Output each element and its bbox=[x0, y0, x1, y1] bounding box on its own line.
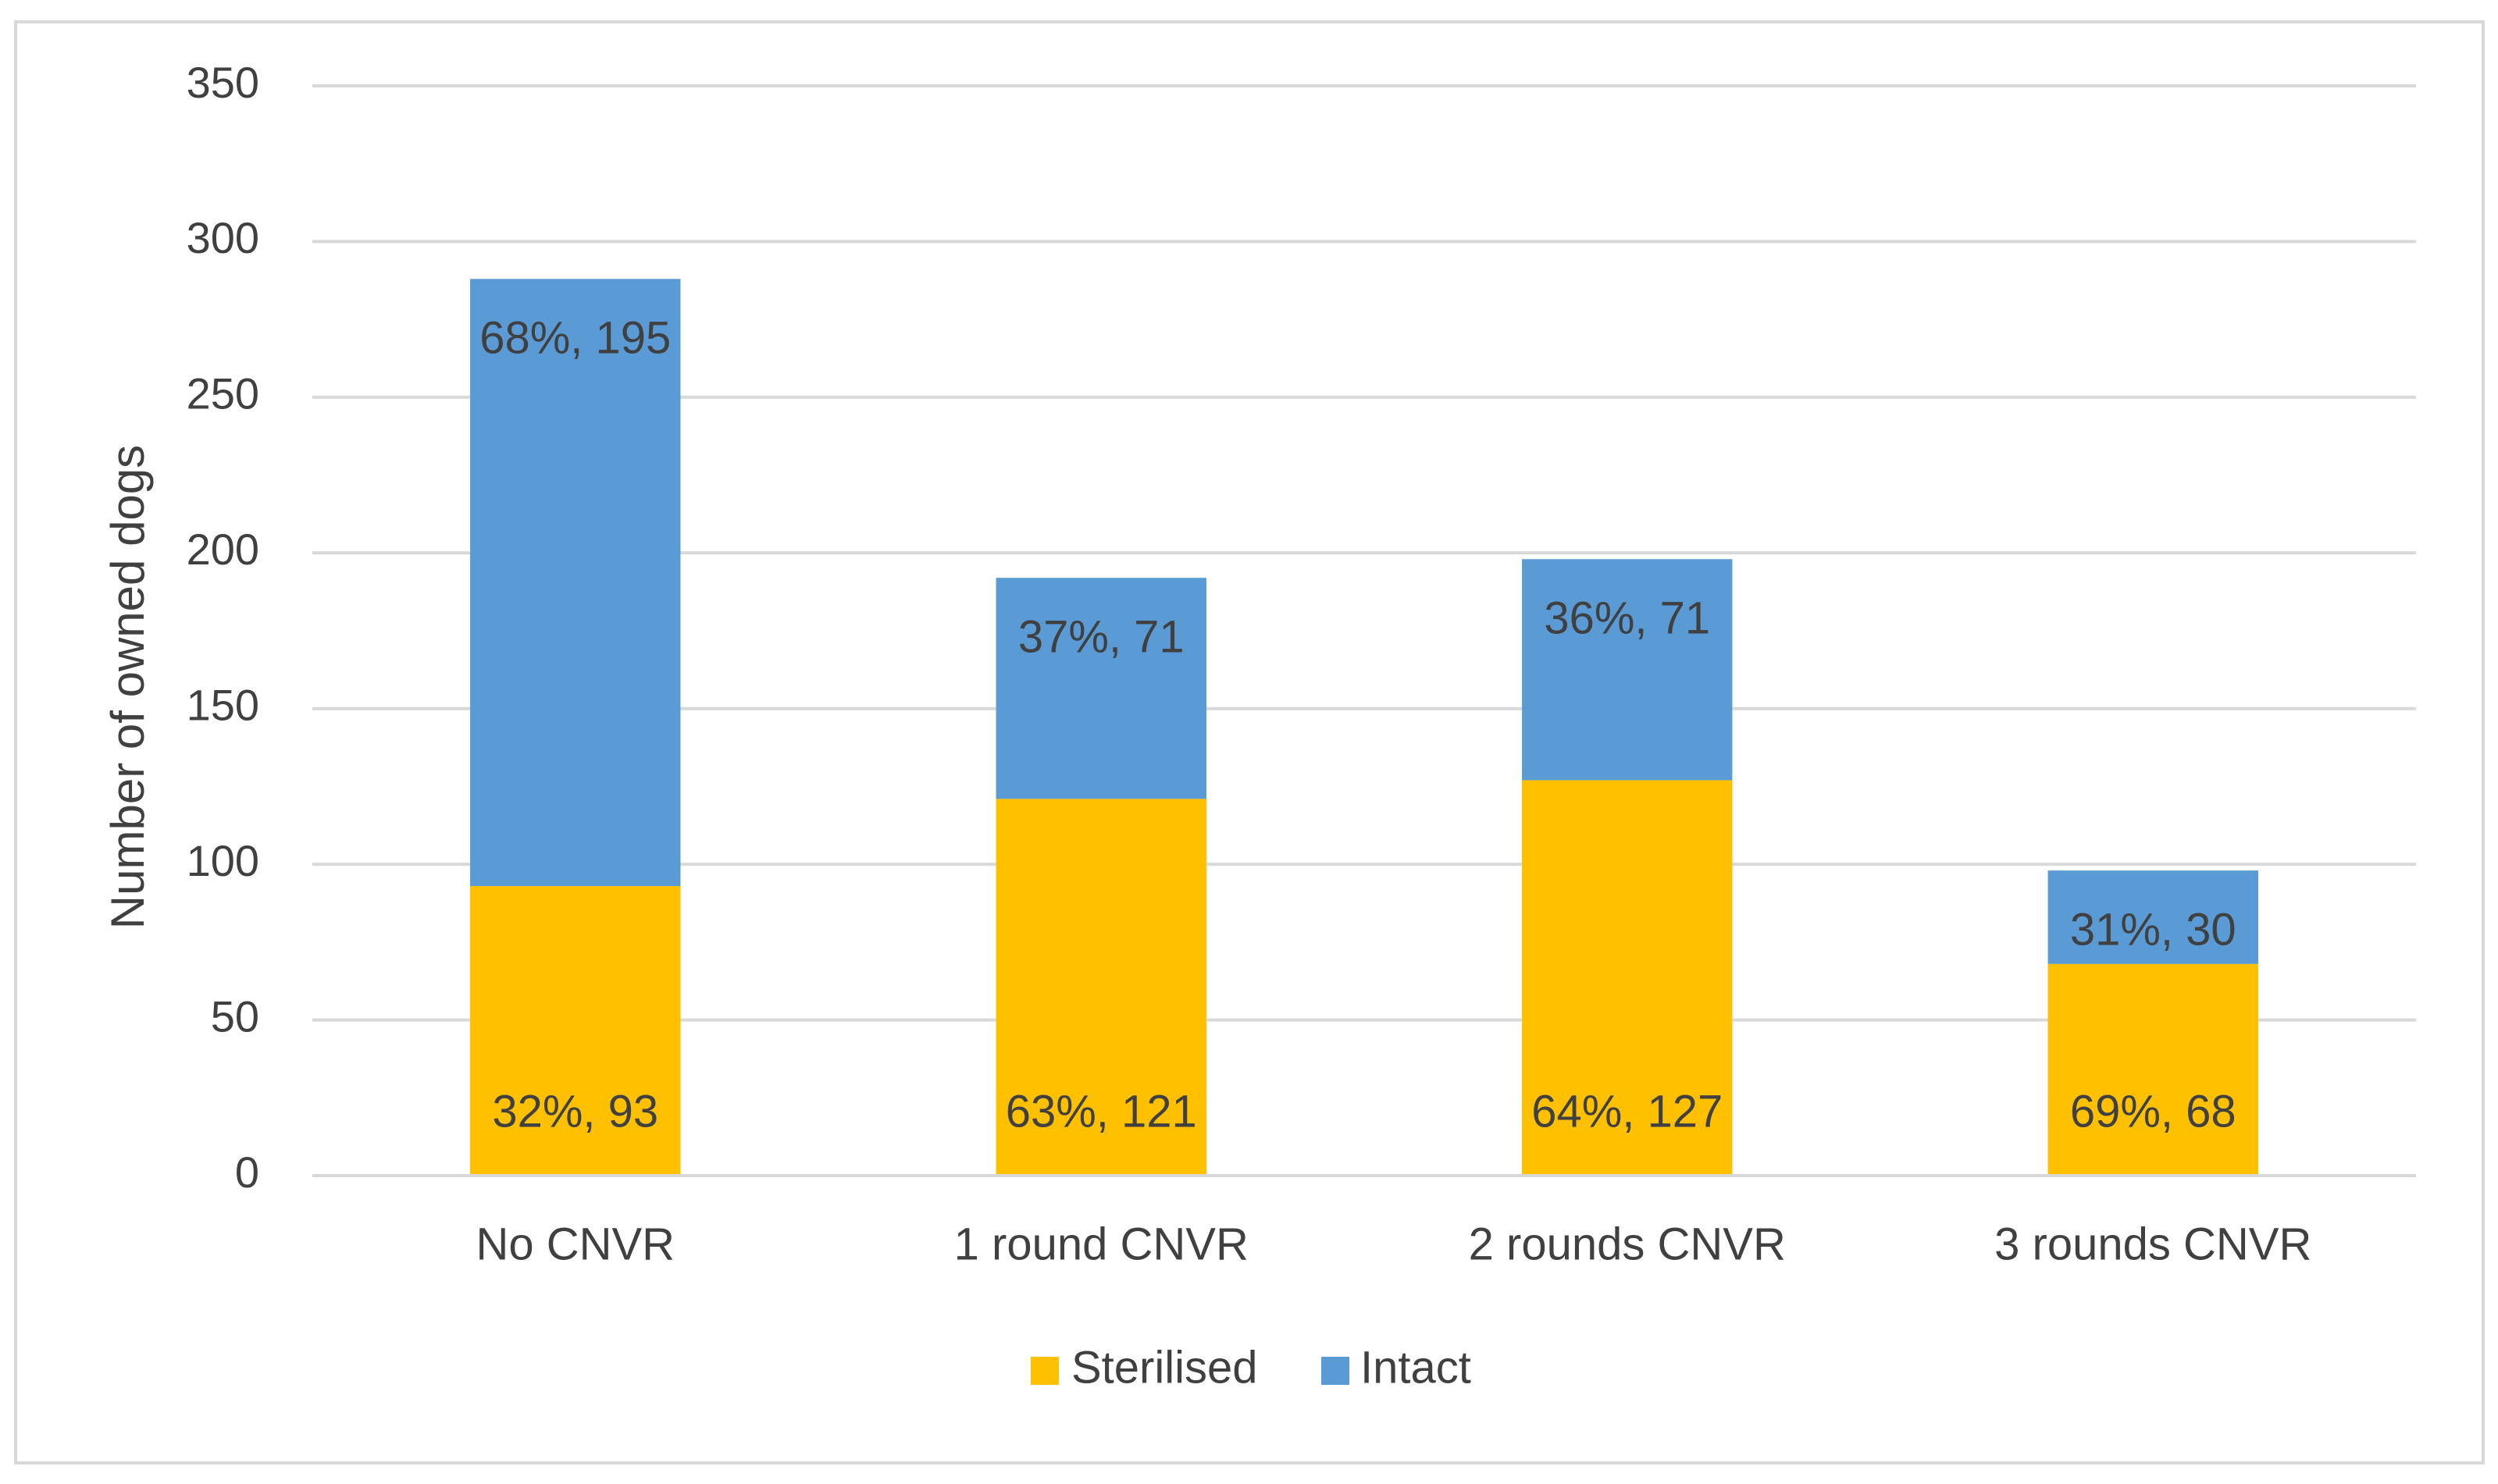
legend-item-intact[interactable]: Intact bbox=[1321, 1342, 1471, 1393]
legend-label-sterilised: Sterilised bbox=[1071, 1342, 1258, 1393]
data-label-intact-3: 36%, 71 bbox=[1544, 593, 1710, 644]
data-label-intact-1: 68%, 195 bbox=[479, 313, 671, 364]
x-category-label: 2 rounds CNVR bbox=[1469, 1219, 1786, 1269]
legend-item-sterilised[interactable]: Sterilised bbox=[1031, 1342, 1258, 1393]
data-labels: 32%, 93 68%, 195 63%, 121 37%, 71 64%, 127 36… bbox=[479, 313, 2236, 1137]
data-label-sterilised-3: 64%, 127 bbox=[1531, 1086, 1723, 1137]
bar-intact-3 bbox=[1522, 559, 1733, 781]
x-category-label: 3 rounds CNVR bbox=[1994, 1219, 2311, 1269]
data-label-intact-2: 37%, 71 bbox=[1018, 612, 1185, 663]
y-tick-label: 200 bbox=[187, 525, 259, 574]
bar-intact-2 bbox=[996, 578, 1206, 799]
y-axis-title: Number of owned dogs bbox=[102, 445, 154, 929]
data-label-sterilised-4: 69%, 68 bbox=[2070, 1086, 2236, 1137]
y-tick-label: 50 bbox=[211, 991, 259, 1041]
data-label-sterilised-1: 32%, 93 bbox=[492, 1086, 658, 1137]
y-tick-label: 150 bbox=[187, 681, 259, 730]
bar-sterilised-4 bbox=[2047, 963, 2258, 1176]
y-tick-label: 350 bbox=[187, 58, 259, 107]
bars bbox=[470, 279, 2258, 1176]
x-category-label: No CNVR bbox=[476, 1219, 675, 1269]
x-axis-categories: No CNVR 1 round CNVR 2 rounds CNVR 3 rounds… bbox=[476, 1219, 2311, 1269]
legend-swatch-sterilised bbox=[1031, 1357, 1059, 1385]
bar-sterilised-2 bbox=[996, 799, 1206, 1176]
chart-frame bbox=[14, 20, 2485, 1464]
y-tick-label: 300 bbox=[187, 213, 259, 262]
data-label-intact-4: 31%, 30 bbox=[2070, 904, 2236, 955]
y-tick-label: 0 bbox=[235, 1148, 259, 1197]
legend-swatch-intact bbox=[1321, 1357, 1349, 1385]
data-label-sterilised-2: 63%, 121 bbox=[1006, 1086, 1197, 1137]
y-tick-label: 100 bbox=[187, 836, 259, 885]
x-category-label: 1 round CNVR bbox=[954, 1219, 1249, 1269]
bar-sterilised-3 bbox=[1522, 780, 1733, 1176]
bar-intact-1 bbox=[470, 279, 681, 887]
bar-intact-4 bbox=[2047, 870, 2258, 964]
legend[interactable]: Sterilised Intact bbox=[1031, 1342, 1471, 1393]
legend-label-intact: Intact bbox=[1360, 1342, 1471, 1393]
bar-sterilised-1 bbox=[470, 886, 681, 1176]
y-tick-label: 250 bbox=[187, 369, 259, 418]
y-axis-ticks: 0 50 100 150 200 250 300 350 bbox=[187, 58, 259, 1197]
